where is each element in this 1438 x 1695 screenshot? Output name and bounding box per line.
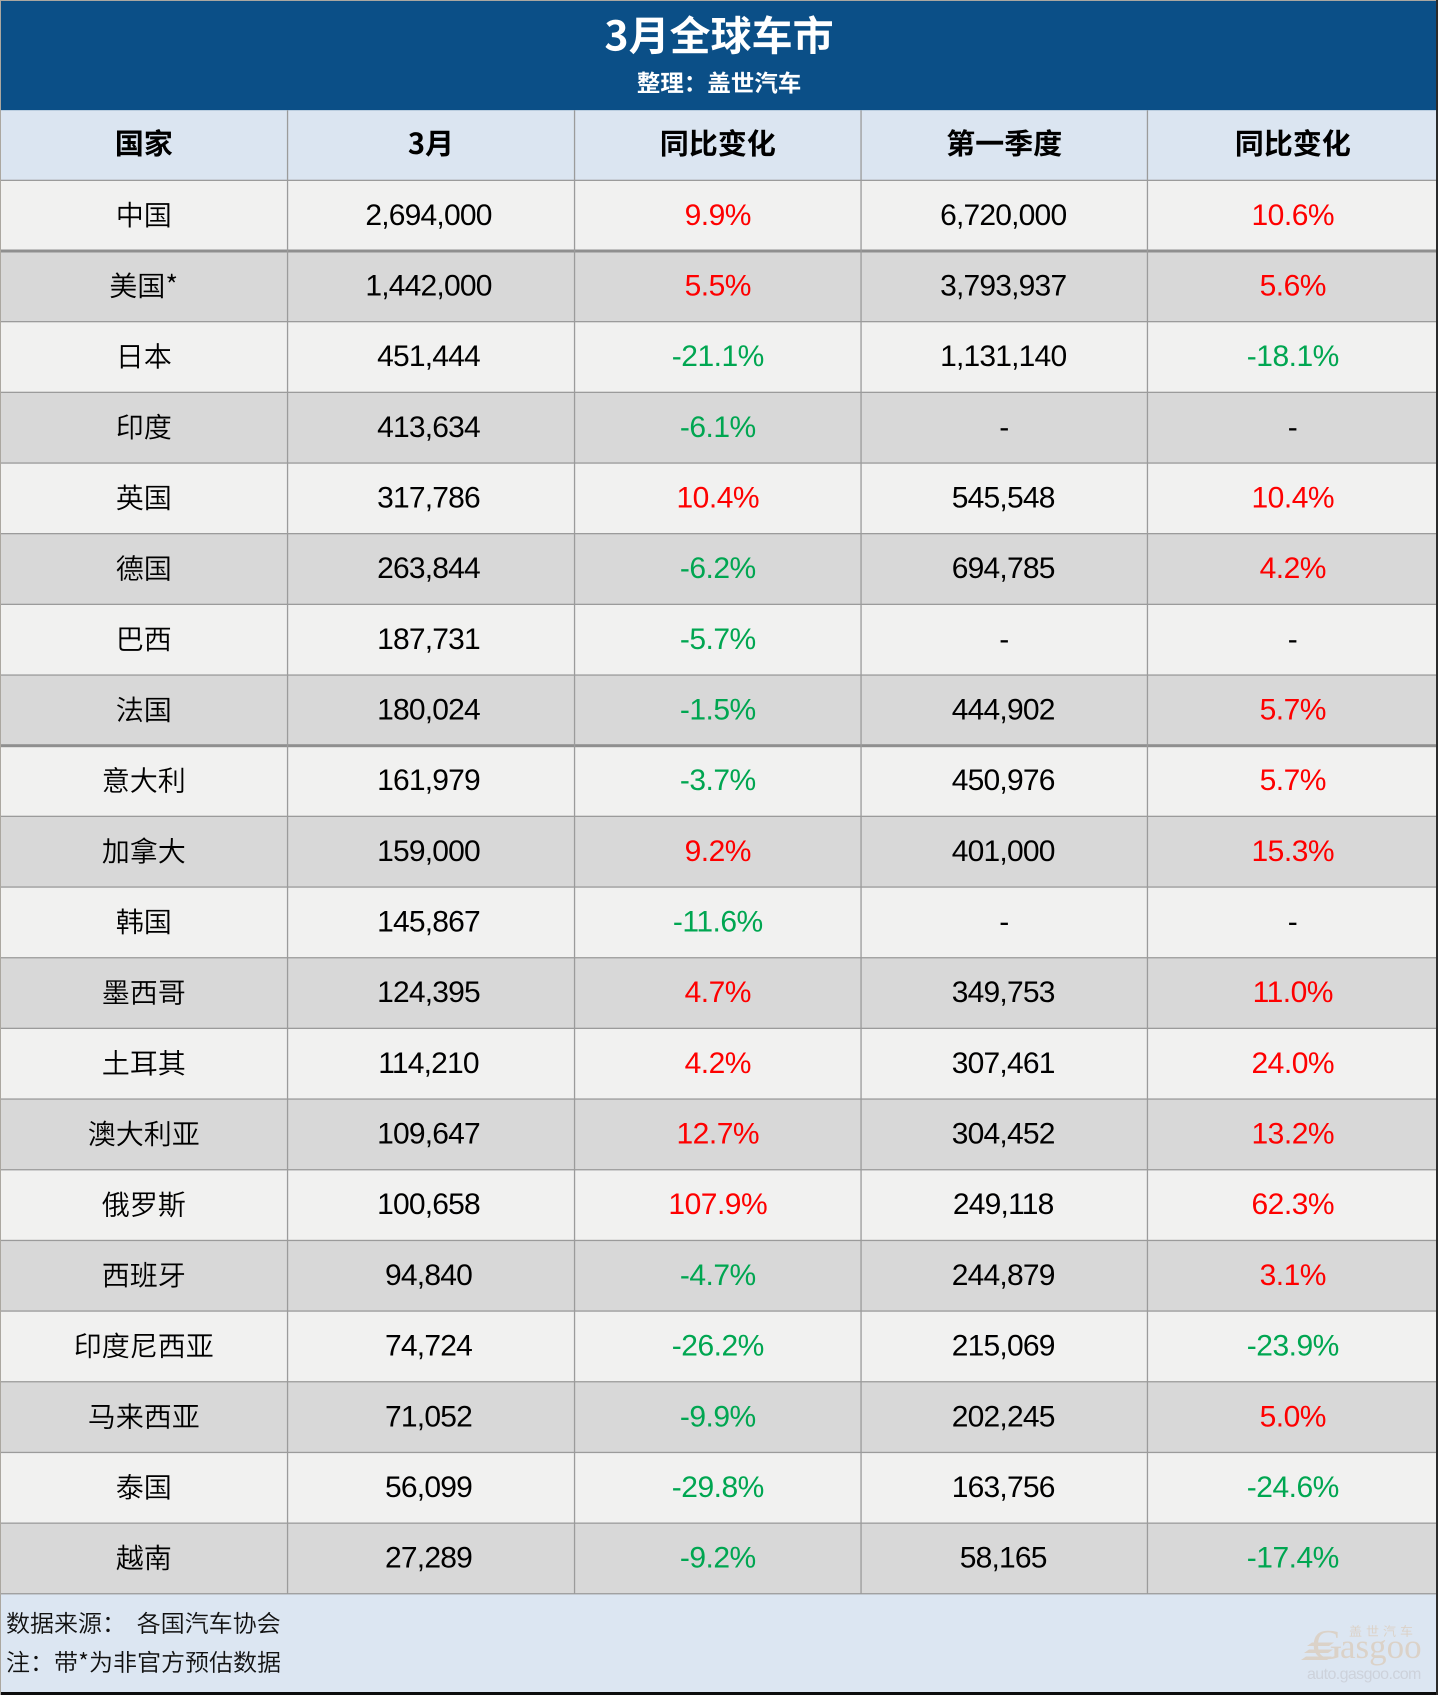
svg-text:249,118: 249,118 [953,1188,1054,1221]
svg-text:9.2%: 9.2% [685,835,751,868]
svg-text:24.0%: 24.0% [1252,1047,1335,1080]
svg-text:349,753: 349,753 [952,976,1055,1009]
svg-text:asgoo: asgoo [1340,1627,1422,1666]
svg-text:450,976: 450,976 [952,764,1055,797]
svg-text:-9.9%: -9.9% [680,1400,756,1433]
svg-text:13.2%: 13.2% [1252,1118,1335,1151]
svg-text:187,731: 187,731 [377,623,480,656]
svg-text:451,444: 451,444 [377,340,480,373]
svg-text:-: - [1288,906,1298,939]
svg-text:12.7%: 12.7% [677,1118,760,1151]
svg-text:-17.4%: -17.4% [1247,1542,1339,1575]
svg-text:71,052: 71,052 [385,1400,472,1433]
svg-text:-9.2%: -9.2% [680,1542,756,1575]
svg-text:163,756: 163,756 [952,1471,1055,1504]
svg-text:58,165: 58,165 [960,1542,1047,1575]
svg-text:-1.5%: -1.5% [680,694,756,727]
svg-text:10.6%: 10.6% [1252,199,1335,232]
svg-text:545,548: 545,548 [952,482,1055,515]
svg-text:27,289: 27,289 [385,1542,472,1575]
svg-text:202,245: 202,245 [952,1400,1055,1433]
svg-text:5.7%: 5.7% [1260,694,1326,727]
svg-text:4.2%: 4.2% [1260,552,1326,585]
svg-text:100,658: 100,658 [377,1188,480,1221]
svg-text:-: - [999,411,1009,444]
svg-text:auto.gasgoo.com: auto.gasgoo.com [1307,1666,1421,1683]
svg-text:94,840: 94,840 [385,1259,472,1292]
svg-text:180,024: 180,024 [377,694,480,727]
svg-text:56,099: 56,099 [385,1471,472,1504]
svg-text:-4.7%: -4.7% [680,1259,756,1292]
svg-text:-: - [999,623,1009,656]
svg-text:244,879: 244,879 [952,1259,1055,1292]
svg-text:-11.6%: -11.6% [673,906,763,939]
svg-text:161,979: 161,979 [377,764,480,797]
svg-text:-6.1%: -6.1% [680,411,756,444]
svg-text:-18.1%: -18.1% [1247,340,1339,373]
svg-text:11.0%: 11.0% [1253,976,1333,1009]
svg-text:145,867: 145,867 [377,906,480,939]
svg-text:413,634: 413,634 [377,411,480,444]
svg-text:-29.8%: -29.8% [672,1471,764,1504]
svg-text:-24.6%: -24.6% [1247,1471,1339,1504]
svg-text:-: - [999,906,1009,939]
svg-text:-: - [1288,623,1298,656]
svg-text:9.9%: 9.9% [685,199,751,232]
svg-text:3.1%: 3.1% [1260,1259,1326,1292]
svg-text:2,694,000: 2,694,000 [365,199,491,232]
svg-text:694,785: 694,785 [952,552,1055,585]
svg-text:6,720,000: 6,720,000 [940,199,1066,232]
svg-text:107.9%: 107.9% [668,1188,767,1221]
svg-text:62.3%: 62.3% [1252,1188,1335,1221]
svg-text:124,395: 124,395 [377,976,480,1009]
svg-text:-5.7%: -5.7% [680,623,756,656]
svg-text:114,210: 114,210 [378,1047,479,1080]
svg-text:-6.2%: -6.2% [680,552,756,585]
svg-text:1,442,000: 1,442,000 [365,270,491,303]
svg-text:-21.1%: -21.1% [672,340,764,373]
svg-text:4.7%: 4.7% [685,976,751,1009]
svg-text:3,793,937: 3,793,937 [940,270,1066,303]
svg-text:1,131,140: 1,131,140 [940,340,1066,373]
svg-text:5.7%: 5.7% [1260,764,1326,797]
svg-text:307,461: 307,461 [952,1047,1055,1080]
svg-text:10.4%: 10.4% [1252,482,1335,515]
svg-text:-3.7%: -3.7% [680,764,756,797]
svg-text:263,844: 263,844 [377,552,480,585]
svg-text:5.0%: 5.0% [1260,1400,1326,1433]
svg-text:159,000: 159,000 [377,835,480,868]
svg-text:-23.9%: -23.9% [1247,1330,1339,1363]
svg-text:-: - [1288,411,1298,444]
svg-text:4.2%: 4.2% [685,1047,751,1080]
svg-text:10.4%: 10.4% [677,482,760,515]
svg-text:317,786: 317,786 [377,482,480,515]
svg-text:-26.2%: -26.2% [672,1330,764,1363]
svg-text:5.5%: 5.5% [685,270,751,303]
svg-text:215,069: 215,069 [952,1330,1055,1363]
svg-text:109,647: 109,647 [377,1118,480,1151]
svg-text:15.3%: 15.3% [1252,835,1335,868]
svg-text:444,902: 444,902 [952,694,1055,727]
svg-text:74,724: 74,724 [385,1330,472,1363]
svg-text:401,000: 401,000 [952,835,1055,868]
svg-text:304,452: 304,452 [952,1118,1055,1151]
svg-text:5.6%: 5.6% [1260,270,1326,303]
